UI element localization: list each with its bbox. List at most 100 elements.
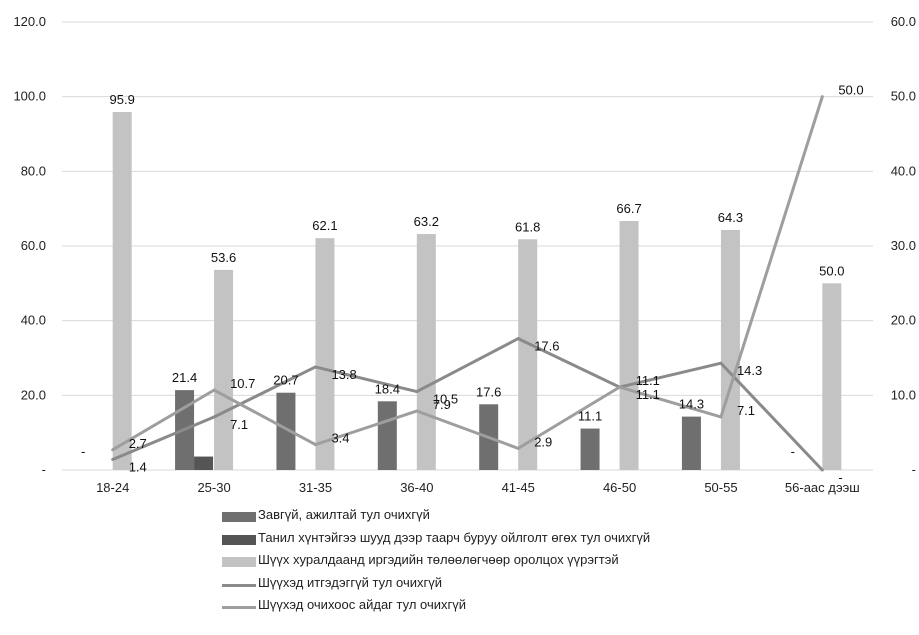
line-data-label: 10.5 xyxy=(433,392,458,407)
series-line xyxy=(111,96,824,452)
category-label: 50-55 xyxy=(704,480,737,495)
bar xyxy=(681,416,701,470)
bar-data-label: 21.4 xyxy=(172,370,197,385)
line-data-label: 17.6 xyxy=(534,339,559,354)
category-label: 31-35 xyxy=(299,480,332,495)
legend-label: Шүүх хуралдаанд иргэдийн төлөөлөгчөөр ор… xyxy=(258,552,619,567)
bar xyxy=(194,456,214,470)
category-label: 46-50 xyxy=(603,480,636,495)
bar-data-label: 62.1 xyxy=(312,218,337,233)
line-data-label: 7.1 xyxy=(230,417,248,432)
line-point xyxy=(415,409,419,413)
line-data-label: 2.7 xyxy=(129,436,147,451)
line-point xyxy=(516,337,520,341)
line-point xyxy=(516,446,520,450)
line-point xyxy=(111,458,115,462)
line-data-label: 2.9 xyxy=(534,434,552,449)
legend-swatch xyxy=(222,583,256,587)
line-data-label: 1.4 xyxy=(129,460,147,475)
bar-data-label: 95.9 xyxy=(110,92,135,107)
left-axis-tick-label: - xyxy=(42,462,46,477)
line-point xyxy=(719,415,723,419)
bar xyxy=(720,229,740,470)
line-point xyxy=(111,448,115,452)
line-series xyxy=(111,95,824,472)
bar xyxy=(214,269,234,470)
right-axis-ticks: - 10.0 20.0 30.0 40.0 50.0 60.0 xyxy=(891,14,916,477)
bar xyxy=(315,238,335,470)
bar-data-label: - xyxy=(791,444,795,459)
legend-swatch xyxy=(222,534,256,545)
line-point xyxy=(618,385,622,389)
line-data-label: 10.7 xyxy=(230,376,255,391)
right-axis-tick-label: 10.0 xyxy=(891,387,916,402)
bar xyxy=(276,392,296,470)
series-line xyxy=(112,337,824,472)
line-point xyxy=(313,443,317,447)
line-point xyxy=(212,388,216,392)
line-data-label: 11.1 xyxy=(636,387,660,402)
line-point xyxy=(415,390,419,394)
bar xyxy=(518,239,538,470)
bar-data-label: 66.7 xyxy=(616,201,641,216)
bar-data-label: 17.6 xyxy=(476,384,501,399)
line-data-label: 11.1 xyxy=(636,373,660,388)
left-axis-tick-label: 40.0 xyxy=(21,313,46,328)
category-label: 25-30 xyxy=(197,480,230,495)
line-data-label: 3.4 xyxy=(331,431,349,446)
bar-data-label: 50.0 xyxy=(819,263,844,278)
legend-label: Шүүхэд итгэдэггүй тул очихгүй xyxy=(258,574,442,590)
right-axis-tick-label: 30.0 xyxy=(891,238,916,253)
left-axis-tick-label: 80.0 xyxy=(21,163,46,178)
legend-label: Танил хүнтэйгээ шууд дээр таарч буруу ой… xyxy=(258,529,651,545)
line-data-label: 13.8 xyxy=(331,367,356,382)
bar-data-label: 20.7 xyxy=(273,373,298,388)
line-point xyxy=(719,361,723,365)
legend-label: Завгүй, ажилтай тул очихгүй xyxy=(258,507,430,522)
left-axis-tick-label: 120.0 xyxy=(13,14,46,29)
category-axis-labels: 18-24 25-30 31-35 36-40 41-45 46-50 50-55 56-аа… xyxy=(96,480,860,495)
line-data-label: - xyxy=(838,470,842,485)
legend-swatch xyxy=(222,606,256,609)
bar xyxy=(619,220,639,470)
line-data-label: 7.1 xyxy=(737,403,755,418)
line-data-label: 14.3 xyxy=(737,363,762,378)
line-point xyxy=(820,95,824,99)
bar-series xyxy=(112,111,842,471)
bar-data-label: 11.1 xyxy=(578,409,602,424)
line-data-label: 7.9 xyxy=(433,397,451,412)
bar-data-label: 18.4 xyxy=(375,381,400,396)
line-point xyxy=(313,365,317,369)
right-axis-tick-label: 40.0 xyxy=(891,163,916,178)
category-label: 41-45 xyxy=(502,480,535,495)
bar-data-label: 63.2 xyxy=(414,214,439,229)
gridlines xyxy=(62,21,873,471)
bar xyxy=(112,111,132,471)
bar-data-label: - xyxy=(81,444,85,459)
line-point xyxy=(820,468,824,472)
right-axis-tick-label: 20.0 xyxy=(891,313,916,328)
legend-swatch xyxy=(222,512,256,522)
bar-data-label: 61.8 xyxy=(515,219,540,234)
right-axis-tick-label: - xyxy=(912,462,916,477)
left-axis-tick-label: 60.0 xyxy=(21,238,46,253)
data-labels: - 21.4 20.7 18.4 17.6 11.1 14.3 - 95.9 53.6 62.1 63… xyxy=(81,83,864,485)
category-label: 18-24 xyxy=(96,480,129,495)
left-axis-ticks: - 20.0 40.0 60.0 80.0 100.0 120.0 xyxy=(13,14,46,477)
category-label: 36-40 xyxy=(400,480,433,495)
legend-swatch xyxy=(222,557,256,567)
legend-label: Шүүхэд очихоос айдаг тул очихгүй xyxy=(258,597,467,612)
right-axis-tick-label: 60.0 xyxy=(891,14,916,29)
left-axis-tick-label: 20.0 xyxy=(21,387,46,402)
bar xyxy=(580,428,600,470)
bar xyxy=(377,401,397,470)
category-label: 56-аас дээш xyxy=(785,480,860,495)
left-axis-tick-label: 100.0 xyxy=(13,89,46,104)
bar xyxy=(822,283,842,470)
right-axis-tick-label: 50.0 xyxy=(891,89,916,104)
line-data-label: 50.0 xyxy=(838,83,863,98)
bar-data-label: 53.6 xyxy=(211,250,236,265)
line-point xyxy=(212,415,216,419)
bar-data-label: 14.3 xyxy=(679,397,704,412)
